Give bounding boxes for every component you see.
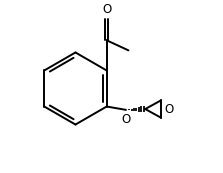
Text: O: O [164, 103, 173, 116]
Text: O: O [102, 3, 111, 16]
Text: O: O [122, 113, 131, 126]
